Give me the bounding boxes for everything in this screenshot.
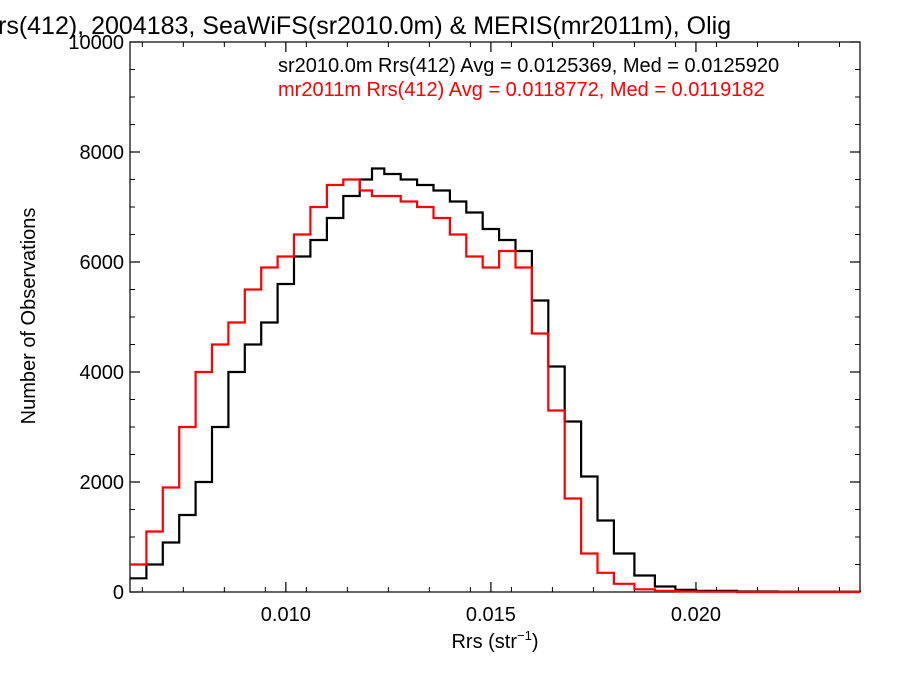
x-axis-label-main: Rrs (str (451, 631, 517, 653)
y-tick-label: 6000 (80, 252, 125, 274)
chart-title: rs(412), 2004183, SeaWiFS(sr2010.0m) & M… (0, 12, 731, 40)
y-axis: 0 2000 4000 6000 8000 10000 (68, 32, 860, 604)
series-line-mr2011m (130, 178, 860, 594)
x-axis-label-end: ) (532, 631, 539, 653)
x-axis-label: Rrs (str−1) (451, 628, 538, 653)
legend-entry-sr2010: sr2010.0m Rrs(412) Avg = 0.0125369, Med … (278, 55, 779, 77)
y-axis-label: Number of Observations (18, 208, 40, 425)
series-line-sr2010.0m (130, 167, 862, 593)
x-tick-label: 0.010 (261, 604, 311, 626)
x-axis: 0.010 0.015 0.020 (141, 42, 840, 626)
x-tick-label: 0.015 (466, 604, 516, 626)
y-tick-label: 0 (113, 582, 124, 604)
y-tick-label: 2000 (80, 472, 125, 494)
legend-entry-mr2011m: mr2011m Rrs(412) Avg = 0.0118772, Med = … (278, 79, 765, 101)
x-tick-label: 0.020 (671, 604, 721, 626)
y-tick-label: 10000 (68, 32, 124, 54)
x-axis-label-sup: −1 (517, 628, 532, 643)
y-tick-label: 4000 (80, 362, 125, 384)
series-layer (130, 167, 862, 594)
plot-frame (129, 41, 861, 593)
y-tick-label: 8000 (80, 142, 125, 164)
